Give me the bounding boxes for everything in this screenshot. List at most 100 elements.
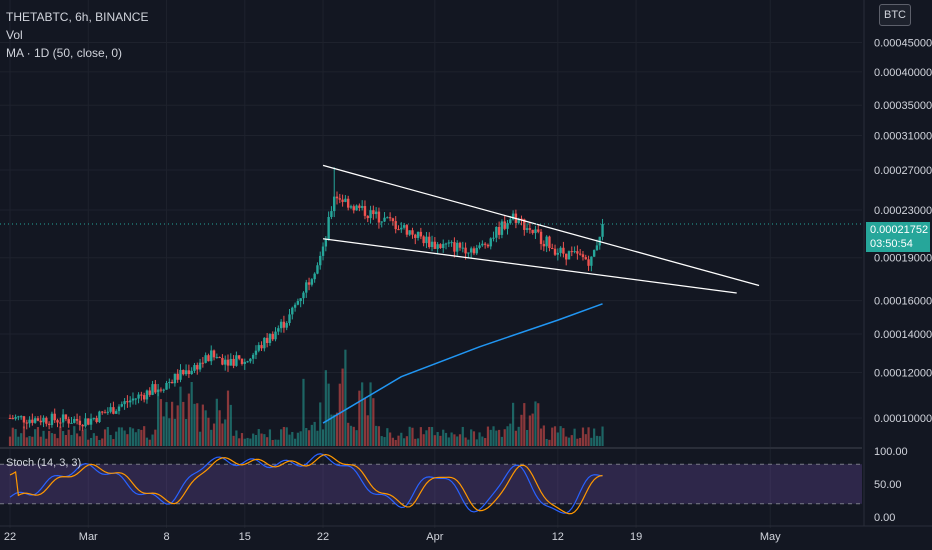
- stoch-tick-label: 50.00: [874, 479, 902, 491]
- candle-body: [204, 355, 207, 363]
- candle-body: [103, 412, 107, 414]
- candle-body: [210, 350, 213, 362]
- candle-body: [495, 226, 498, 238]
- candle-body: [360, 206, 364, 208]
- price-tick-label: 0.00023000: [874, 205, 932, 217]
- volume-bar: [168, 418, 171, 446]
- candle-body: [578, 253, 582, 255]
- volume-bar: [56, 438, 59, 446]
- legend-volume[interactable]: Vol: [6, 28, 23, 42]
- volume-bar: [171, 401, 174, 446]
- volume-bar: [503, 429, 506, 446]
- candle-body: [232, 358, 235, 366]
- price-tick-label: 0.00012000: [874, 367, 932, 379]
- volume-bar: [531, 413, 534, 446]
- candle-body: [316, 265, 319, 274]
- volume-bar: [159, 399, 163, 446]
- candle-body: [78, 420, 82, 425]
- candle-body: [123, 401, 126, 405]
- stoch-legend[interactable]: Stoch (14, 3, 3): [6, 457, 82, 469]
- volume-bar: [383, 437, 386, 446]
- volume-bar: [137, 429, 140, 446]
- candle-body: [64, 414, 68, 420]
- volume-bar: [486, 426, 490, 446]
- candle-body: [458, 242, 462, 248]
- candle-body: [117, 406, 121, 412]
- candle-body: [229, 358, 233, 366]
- candle-body: [486, 244, 490, 247]
- volume-bar: [249, 438, 252, 446]
- volume-bar: [570, 435, 573, 446]
- candle-body: [388, 217, 392, 219]
- price-tick-label: 0.00016000: [874, 296, 932, 308]
- volume-bar: [73, 426, 76, 446]
- candle-body: [162, 389, 165, 391]
- volume-bar: [355, 430, 358, 446]
- price-tick-label: 0.00010000: [874, 413, 932, 425]
- candle-body: [215, 357, 219, 359]
- volume-bar: [243, 438, 246, 446]
- candle-body: [307, 282, 311, 285]
- volume-bar: [221, 423, 224, 446]
- candle-body: [128, 400, 132, 403]
- candle-body: [565, 253, 568, 260]
- volume-bar: [179, 386, 182, 446]
- volume-bar: [436, 432, 439, 446]
- volume-bar: [565, 436, 568, 446]
- price-tick-label: 0.00045000: [874, 37, 932, 49]
- candle-body: [50, 413, 54, 425]
- candle-body: [28, 419, 31, 424]
- candle-body: [374, 211, 378, 215]
- candle-body: [528, 228, 532, 230]
- volume-bar: [411, 427, 414, 446]
- legend-symbol[interactable]: THETABTC, 6h, BINANCE: [6, 10, 149, 24]
- volume-bar: [335, 412, 339, 446]
- candle-body: [257, 345, 260, 351]
- candle-body: [333, 196, 336, 212]
- candle-body: [98, 411, 101, 423]
- price-tick-label: 0.00019000: [874, 253, 932, 265]
- volume-bar: [48, 430, 51, 446]
- volume-bar: [210, 429, 213, 446]
- chart-legend: THETABTC, 6h, BINANCE Vol MA · 1D (50, c…: [6, 8, 148, 62]
- legend-ma[interactable]: MA · 1D (50, close, 0): [6, 46, 123, 60]
- volume-bar: [389, 432, 392, 446]
- candle-body: [274, 331, 277, 340]
- volume-bar: [450, 432, 453, 446]
- volume-bar: [349, 425, 353, 446]
- volume-bar: [556, 432, 559, 446]
- volume-bar: [517, 426, 520, 446]
- stoch-d-line: [9, 453, 603, 515]
- candle-body: [25, 422, 28, 424]
- stoch-tick-label: 0.00: [874, 512, 895, 524]
- candle-body: [534, 229, 537, 234]
- candle-body: [553, 248, 557, 255]
- candle-body: [101, 411, 104, 413]
- volume-bar: [112, 439, 115, 446]
- candle-body: [17, 416, 20, 418]
- volume-bar: [22, 426, 26, 446]
- volume-bar: [140, 429, 143, 446]
- volume-bar: [484, 438, 487, 446]
- candle-body: [53, 413, 56, 421]
- volume-bar: [84, 428, 87, 446]
- volume-bar: [92, 433, 95, 446]
- volume-bar: [257, 429, 260, 446]
- volume-bar: [263, 434, 266, 446]
- candle-body: [428, 236, 431, 247]
- volume-bar: [129, 427, 132, 446]
- candle-body: [592, 250, 596, 257]
- date-tick-label: 19: [630, 531, 642, 543]
- volume-bar: [400, 432, 403, 446]
- candle-body: [59, 422, 62, 424]
- currency-button[interactable]: BTC: [879, 4, 911, 26]
- candle-body: [478, 245, 481, 248]
- volume-bar: [198, 431, 202, 446]
- candle-body: [433, 241, 437, 249]
- volume-bar: [98, 439, 101, 446]
- volume-bar: [590, 437, 593, 446]
- candles: [8, 167, 604, 431]
- volume-bar: [481, 436, 484, 446]
